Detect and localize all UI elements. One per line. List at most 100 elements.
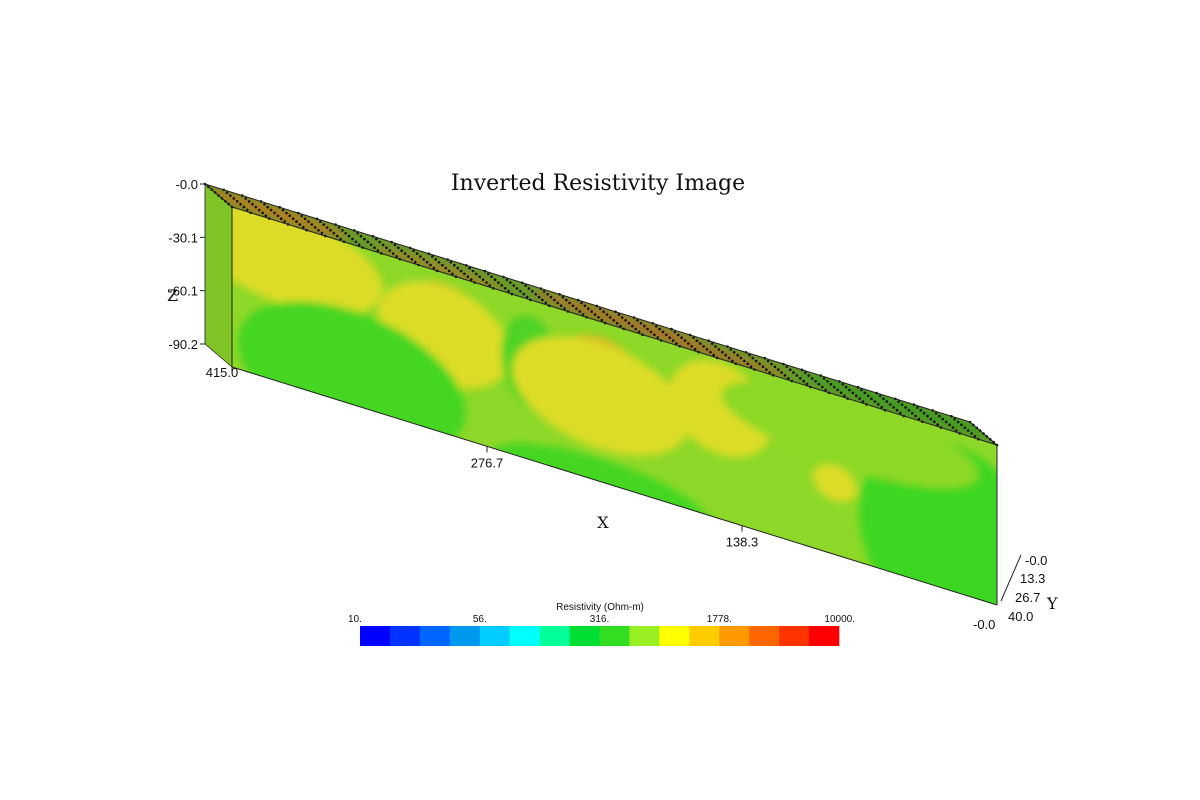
electrode-point [391,252,395,255]
electrode-point [783,374,787,377]
electrode-point [407,255,410,258]
electrode-point [300,214,304,218]
electrode-point [724,353,727,357]
y-tick-label: -0.0 [1025,553,1047,568]
electrode-point [563,307,566,310]
electrode-point [509,281,512,284]
electrode-point [858,397,861,400]
electrode-point [453,263,456,267]
electrode-point [432,266,436,270]
electrode-point [863,391,867,395]
block-edge [969,421,998,446]
electrode-point [571,304,575,308]
electrode-point [897,400,900,404]
block-edge [231,366,998,606]
electrode-point [546,292,549,296]
electrode-point [400,249,404,252]
electrode-point [839,391,843,395]
electrode-point [319,220,322,223]
electrode-point [843,394,846,398]
electrode-point [485,281,488,284]
electrode-point [866,394,870,398]
electrode-point [612,319,615,322]
electrode-point [531,290,534,293]
block-edge [204,343,233,368]
electrode-point [941,417,945,421]
electrode-point [449,261,453,264]
colorbar-cell [599,626,630,646]
electrode-point [795,374,799,377]
y-tick-label: 13.3 [1020,571,1045,586]
z-tick-label: -30.1 [168,230,198,245]
electrode-point [805,382,809,386]
electrode-point [751,356,755,360]
electrode-point [466,275,470,279]
electrode-point [680,336,683,340]
z-axis-label: Z [167,286,178,305]
block-edge [204,183,233,208]
y-tick-label: 40.0 [1008,609,1033,624]
electrode-point [882,397,885,401]
electrode-point [600,318,604,322]
electrode-point [658,327,661,331]
electrode-point [497,281,500,284]
electrode-point [369,243,373,247]
electrode-point [549,295,553,299]
electrode-point [712,353,715,357]
electrode-point [339,237,342,241]
electrode-point [955,429,958,432]
colorbar-cell [809,626,840,646]
electrode-point [922,411,926,415]
electrode-point [295,220,298,223]
electrode-point [934,412,938,415]
colorbar-tick-label: 10. [348,614,362,625]
electrode-point [366,240,370,244]
electrode-point [748,353,751,357]
electrode-point [814,380,817,383]
electrode-point [565,298,568,302]
electrode-point [376,249,380,252]
electrode-point [393,243,397,247]
electrode-point [817,382,821,386]
electrode-point [583,304,587,308]
electrode-point [885,400,889,403]
electrode-point [310,223,314,226]
electrode-point [581,313,585,316]
electrode-point [860,388,863,392]
electrode-point [542,290,546,293]
electrode-point [500,284,504,287]
electrode-point [916,406,919,409]
electrode-point [907,409,911,412]
electrode-point [929,417,933,421]
electrode-point [263,203,266,206]
electrode-point [481,278,485,281]
electrode-point [337,226,341,229]
electrode-point [471,269,475,273]
electrode-point [668,336,671,340]
electrode-point [848,388,851,392]
colorbar-cell [389,626,421,646]
electrode-point [743,359,746,363]
electrode-point [807,374,811,377]
electrode-point [512,284,515,287]
electrode-point [451,272,454,276]
x-tick-label: 138.3 [726,535,759,550]
electrode-point [597,316,600,319]
electrode-point [335,234,339,238]
y-axis-label: Y [1046,594,1058,613]
electrode-point [736,353,739,357]
electrode-point [873,400,877,403]
electrode-point [636,319,639,322]
electrode-point [347,234,351,238]
electrode-point [888,403,892,406]
electrode-point [447,269,451,273]
colorbar-tick-label: 316. [590,614,609,625]
block-edges [204,183,998,606]
z-axis: Z -0.0 -30.1 -60.1 -90.2 [167,177,205,352]
block-edge [204,183,971,423]
electrode-point [656,336,660,339]
electrode-point [671,339,675,342]
electrode-point [561,295,565,299]
electrode-point [469,278,473,281]
electrode-point [515,287,519,290]
